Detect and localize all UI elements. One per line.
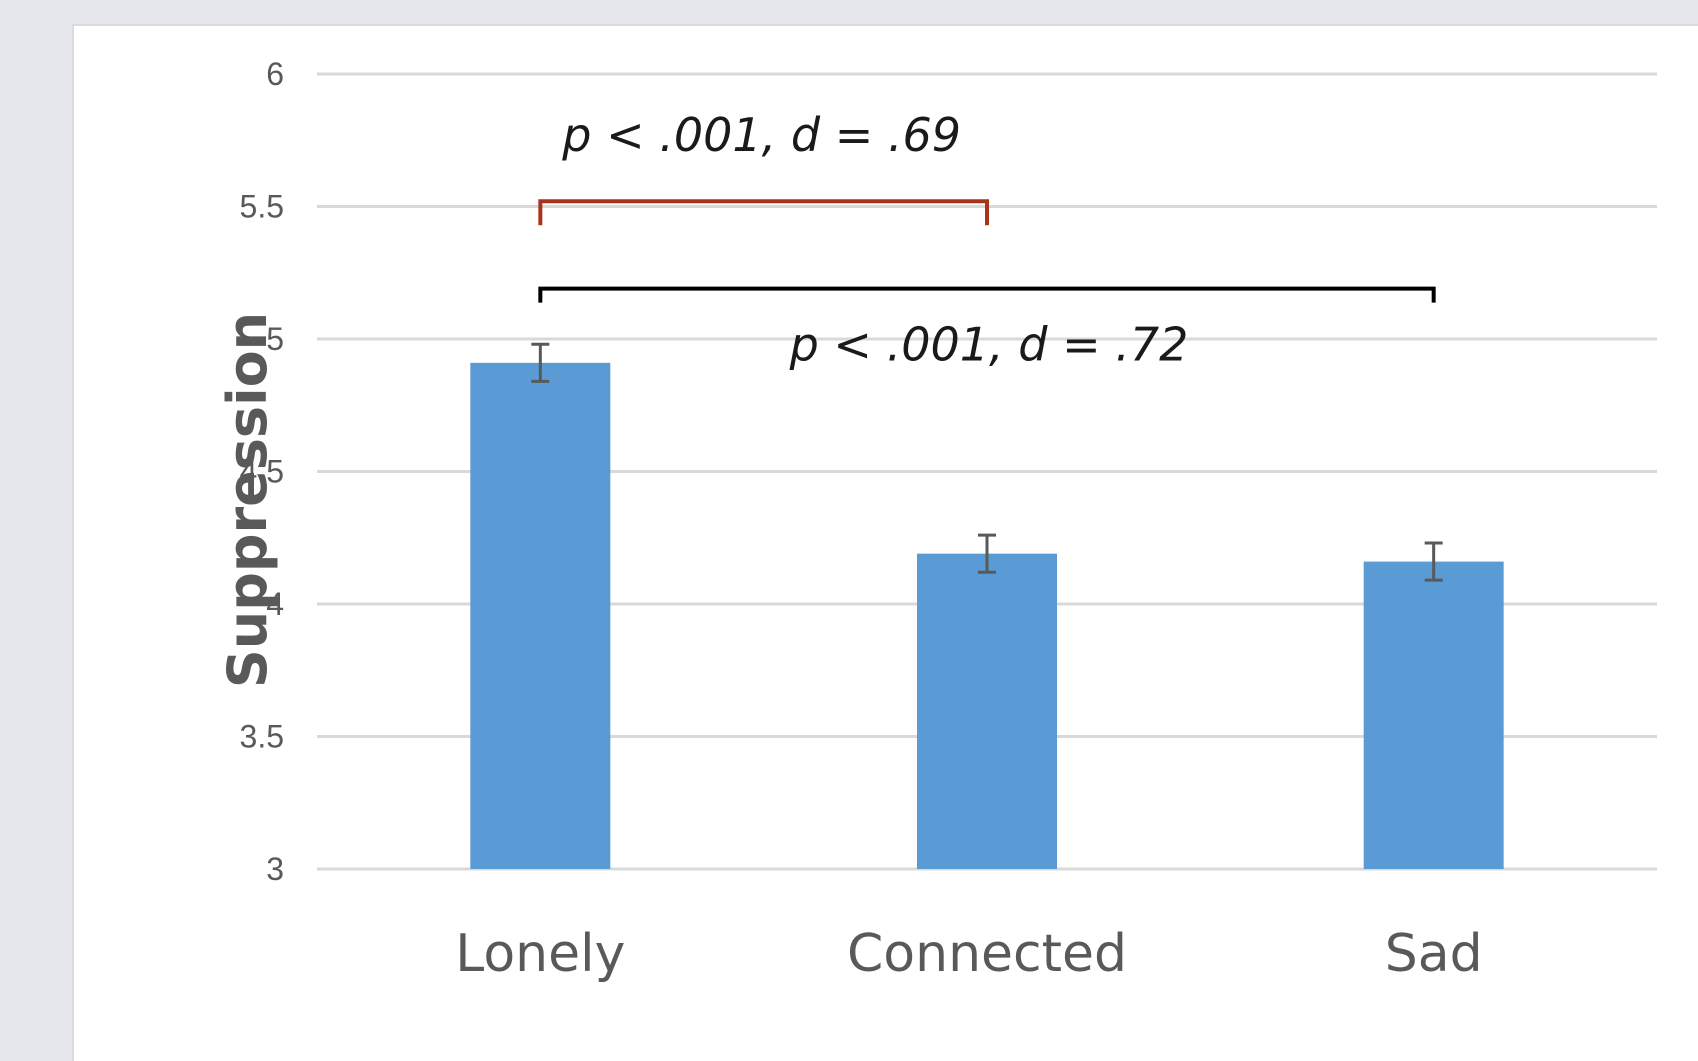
significance-label: p < .001, d = .69 [561, 108, 961, 162]
chart-panel: 3 3.5 4 4.5 5 5.5 6 Lonely Connected Sad p < .00… [72, 24, 1698, 1061]
bar [470, 362, 611, 869]
x-tick-labels: Lonely Connected Sad [455, 924, 1482, 984]
category-label: Sad [1385, 924, 1483, 984]
error-bar [978, 533, 996, 574]
error-bar [531, 342, 550, 383]
bar-chart: 3 3.5 4 4.5 5 5.5 6 Lonely Connected Sad p < .00… [216, 56, 1657, 984]
y-tick-label: 4 [266, 586, 284, 622]
bar [917, 553, 1057, 869]
bars [470, 362, 1504, 869]
bar [1363, 561, 1504, 869]
significance-bracket [538, 286, 1436, 303]
significance-label: p < .001, d = .72 [789, 318, 1189, 372]
y-tick-label: 3.5 [240, 719, 284, 755]
significance-annotations: p < .001, d = .69 p < .001, d = .72 [538, 108, 1436, 372]
category-label: Connected [847, 924, 1127, 984]
error-bar [1424, 541, 1443, 582]
y-tick-label: 3 [266, 851, 284, 887]
significance-bracket [538, 199, 989, 226]
category-label: Lonely [455, 924, 625, 984]
y-tick-label: 4.5 [240, 454, 284, 490]
y-tick-label: 6 [266, 56, 284, 92]
y-tick-label: 5.5 [240, 189, 284, 225]
error-bars [531, 342, 1443, 582]
y-tick-label: 5 [266, 321, 284, 357]
y-axis-label: Suppression [216, 312, 279, 688]
y-tick-labels: 3 3.5 4 4.5 5 5.5 6 [240, 56, 284, 887]
